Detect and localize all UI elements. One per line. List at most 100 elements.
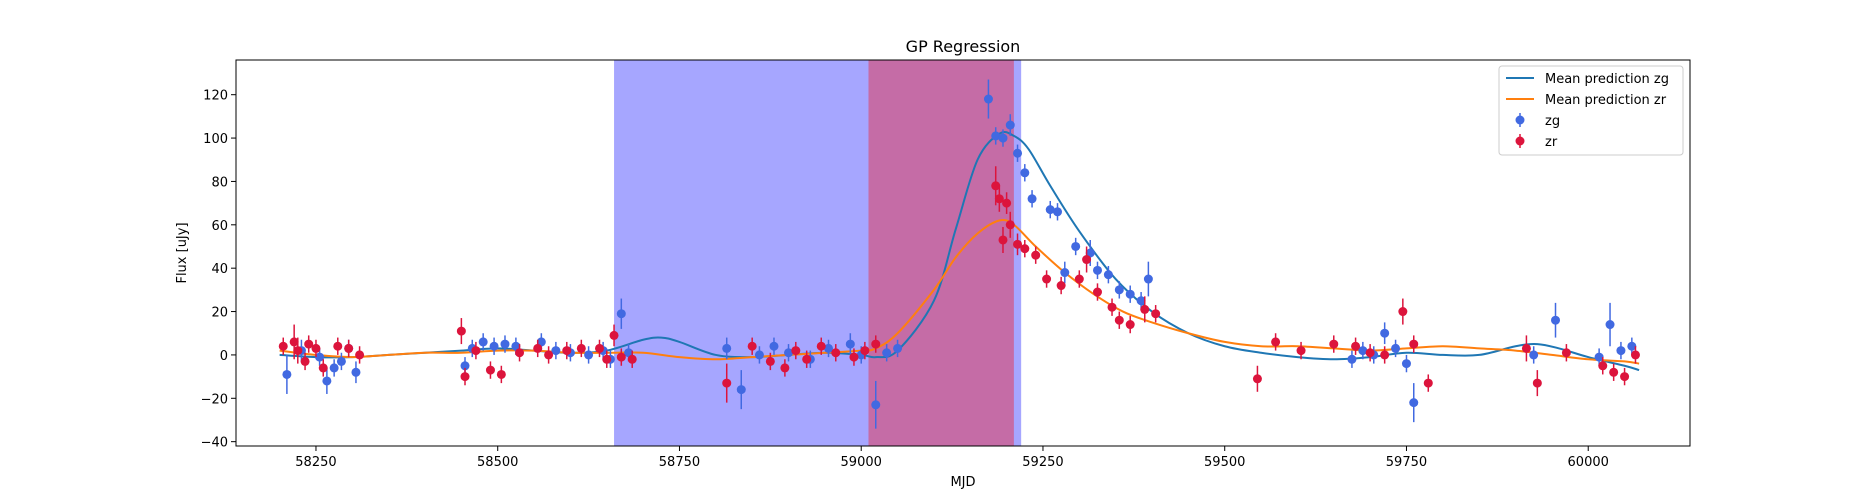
zr-point bbox=[544, 350, 554, 360]
zr-point bbox=[860, 346, 870, 356]
zg-point bbox=[1380, 328, 1390, 338]
legend-swatch-zr-marker bbox=[1515, 136, 1525, 146]
x-tick-label: 59500 bbox=[1204, 455, 1245, 470]
zr-point bbox=[791, 346, 801, 356]
y-tick-label: 120 bbox=[203, 89, 228, 104]
zg-point bbox=[322, 376, 332, 386]
zr-point bbox=[1521, 343, 1531, 353]
zg-point bbox=[1551, 315, 1561, 325]
zr-point bbox=[355, 350, 365, 360]
zr-point bbox=[816, 341, 826, 351]
zr-point bbox=[318, 363, 328, 373]
zr-point bbox=[722, 378, 732, 388]
y-tick-label: 40 bbox=[211, 262, 228, 277]
zg-point bbox=[1605, 320, 1615, 330]
zr-point bbox=[304, 339, 314, 349]
x-axis-label: MJD bbox=[950, 475, 975, 490]
zr-point bbox=[747, 341, 757, 351]
zr-point bbox=[311, 343, 321, 353]
zr-point bbox=[1630, 350, 1640, 360]
zg-point bbox=[784, 348, 794, 358]
zr-point bbox=[1532, 378, 1542, 388]
x-tick-label: 58750 bbox=[659, 455, 700, 470]
zg-point bbox=[824, 343, 834, 353]
zr-point bbox=[293, 346, 303, 356]
zg-point bbox=[1005, 120, 1015, 130]
zr-point bbox=[871, 339, 881, 349]
shaded-region-1 bbox=[614, 60, 1022, 446]
zg-point bbox=[478, 337, 488, 347]
zr-point bbox=[1082, 255, 1092, 265]
zg-point bbox=[1013, 148, 1023, 158]
zr-point bbox=[1609, 367, 1619, 377]
legend-box bbox=[1498, 65, 1684, 156]
zr-point bbox=[1107, 302, 1117, 312]
x-tick-label: 58500 bbox=[477, 455, 518, 470]
zg-point bbox=[336, 356, 346, 366]
zr-point bbox=[533, 343, 543, 353]
y-tick-label: 100 bbox=[203, 132, 228, 147]
zr-point bbox=[496, 369, 506, 379]
zr-point bbox=[1351, 341, 1361, 351]
zr-point bbox=[1020, 244, 1030, 254]
zg-point bbox=[616, 309, 626, 319]
zr-point bbox=[1151, 309, 1161, 319]
zr-point bbox=[278, 341, 288, 351]
zr-point bbox=[627, 354, 637, 364]
zr-point bbox=[849, 352, 859, 362]
zg-point bbox=[1045, 205, 1055, 215]
zg-point bbox=[991, 131, 1001, 141]
zg-point bbox=[351, 367, 361, 377]
zg-point bbox=[1594, 352, 1604, 362]
zr-point bbox=[1329, 339, 1339, 349]
zr-point bbox=[1409, 339, 1419, 349]
y-tick-label: −40 bbox=[201, 436, 228, 451]
zr-point bbox=[1013, 239, 1023, 249]
zr-point bbox=[1092, 287, 1102, 297]
zg-point bbox=[871, 400, 881, 410]
zr-point bbox=[780, 363, 790, 373]
zg-point bbox=[500, 339, 510, 349]
zr-point bbox=[471, 346, 481, 356]
zg-point bbox=[282, 369, 292, 379]
shaded-region-2 bbox=[868, 60, 1014, 446]
zg-point bbox=[1125, 289, 1135, 299]
y-tick-label: 0 bbox=[220, 349, 228, 364]
zr-point bbox=[994, 194, 1004, 204]
zg-point bbox=[998, 133, 1008, 143]
zr-point bbox=[1002, 198, 1012, 208]
y-axis-label: Flux [uJy] bbox=[175, 222, 190, 283]
zg-point bbox=[983, 94, 993, 104]
zg-point bbox=[1071, 241, 1081, 251]
zr-point bbox=[998, 235, 1008, 245]
zg-point bbox=[551, 346, 561, 356]
zr-point bbox=[456, 326, 466, 336]
zr-point bbox=[1423, 378, 1433, 388]
zg-point bbox=[882, 348, 892, 358]
x-tick-label: 59250 bbox=[1022, 455, 1063, 470]
y-tick-label: 20 bbox=[211, 306, 228, 321]
zr-point bbox=[1252, 374, 1262, 384]
zr-point bbox=[289, 337, 299, 347]
zg-point bbox=[1053, 207, 1063, 217]
x-tick-label: 60000 bbox=[1568, 455, 1609, 470]
zg-point bbox=[584, 350, 594, 360]
zr-point bbox=[1620, 372, 1630, 382]
zr-point bbox=[831, 348, 841, 358]
zr-point bbox=[802, 354, 812, 364]
zr-point bbox=[1380, 350, 1390, 360]
zr-point bbox=[1271, 337, 1281, 347]
legend-label-zg: zg bbox=[1545, 114, 1560, 129]
zr-point bbox=[1140, 304, 1150, 314]
zr-point bbox=[333, 341, 343, 351]
zr-point bbox=[562, 346, 572, 356]
zg-point bbox=[1114, 285, 1124, 295]
zr-point bbox=[1056, 281, 1066, 291]
zg-point bbox=[1143, 274, 1153, 284]
y-tick-label: 60 bbox=[211, 219, 228, 234]
zr-point bbox=[576, 343, 586, 353]
zg-point bbox=[1092, 265, 1102, 275]
zr-point bbox=[1598, 361, 1608, 371]
zr-point bbox=[765, 356, 775, 366]
